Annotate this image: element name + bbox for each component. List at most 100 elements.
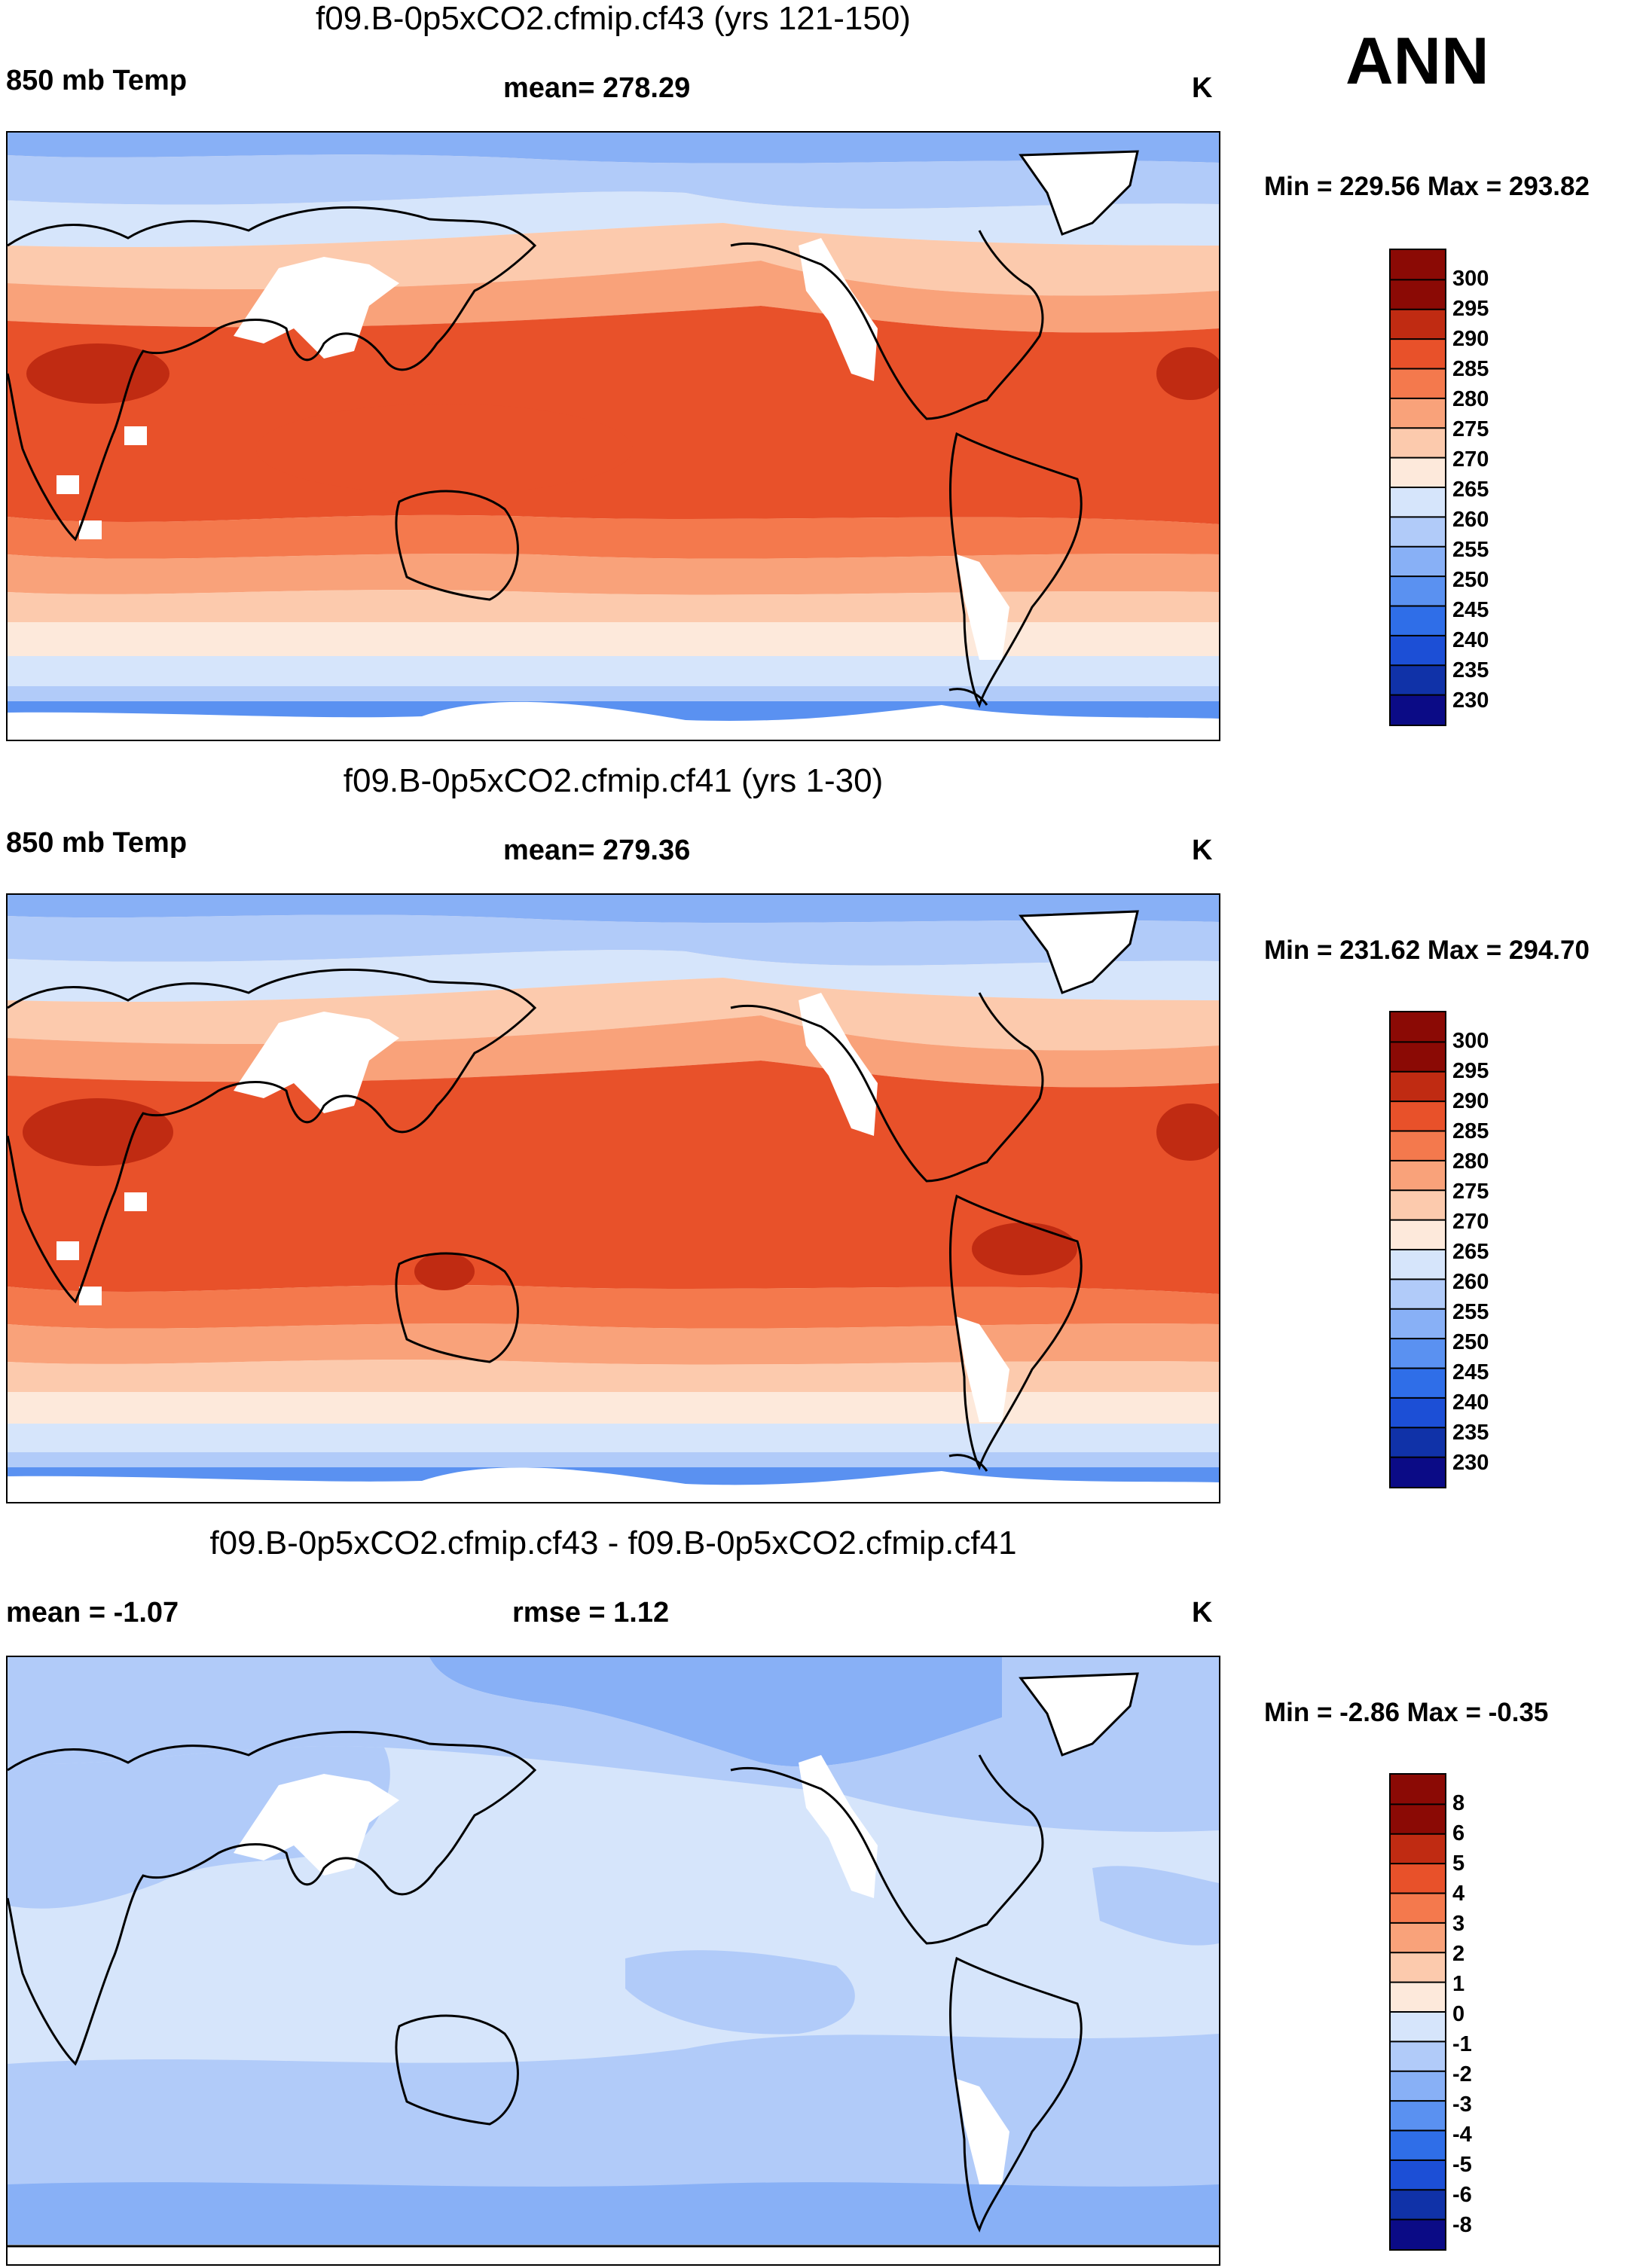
panel-3-colorbar-tick: -1 bbox=[1452, 2032, 1472, 2056]
colorbar-box bbox=[1391, 1042, 1445, 1073]
colorbar-box bbox=[1391, 2071, 1445, 2102]
panel-2-colorbar-tick: 255 bbox=[1452, 1300, 1489, 1324]
panel-3-colorbar-tick: 8 bbox=[1452, 1791, 1465, 1815]
panel-2-andes-mask bbox=[957, 1317, 1009, 1422]
panel-1-rockies-mask bbox=[799, 238, 878, 381]
panel-2-colorbar-tick: 300 bbox=[1452, 1029, 1489, 1053]
panel-1-antarctica-mask bbox=[8, 701, 1219, 740]
panel-2-rockies-mask bbox=[799, 993, 878, 1136]
panel-1-colorbar-tick: 300 bbox=[1452, 267, 1489, 291]
colorbar-box bbox=[1391, 487, 1445, 517]
colorbar-box bbox=[1391, 2130, 1445, 2161]
colorbar-box bbox=[1391, 2219, 1445, 2250]
panel-3-colorbar-tick: 4 bbox=[1452, 1882, 1465, 1906]
panel-3-units: K bbox=[1192, 1597, 1213, 1629]
panel-1-colorbar-tick: 250 bbox=[1452, 568, 1489, 592]
panel-2-colorbar-tick: 285 bbox=[1452, 1119, 1489, 1143]
panel-1-colorbar-tick: 245 bbox=[1452, 598, 1489, 622]
panel-2-greenland-mask bbox=[1021, 911, 1138, 993]
panel-2-colorbar-tick: 280 bbox=[1452, 1149, 1489, 1174]
colorbar-box bbox=[1391, 517, 1445, 548]
panel-3-colorbar-tick: 5 bbox=[1452, 1851, 1465, 1876]
panel-2-hot-core-atlantic bbox=[1156, 1103, 1219, 1161]
panel-1-africa-mask-2 bbox=[57, 475, 79, 494]
colorbar-box bbox=[1391, 309, 1445, 340]
panel-1-band-cold-north bbox=[8, 191, 1219, 248]
panel-3-colorbar-tick: 1 bbox=[1452, 1972, 1465, 1996]
panel-3-colorbar-tick: -4 bbox=[1452, 2123, 1472, 2147]
panel-1-colorbar-tick: 290 bbox=[1452, 327, 1489, 351]
colorbar-box bbox=[1391, 1339, 1445, 1369]
colorbar-box bbox=[1391, 1922, 1445, 1953]
panel-2-colorbar-tick: 240 bbox=[1452, 1390, 1489, 1415]
colorbar-box bbox=[1391, 1308, 1445, 1339]
panel-2-hot-core-australia bbox=[414, 1253, 475, 1290]
panel-2-colorbar-tick: 295 bbox=[1452, 1059, 1489, 1083]
panel-1-colorbar-tick: 265 bbox=[1452, 478, 1489, 502]
panel-3-diff-atlantic-patch bbox=[1092, 1866, 1219, 1946]
colorbar-box bbox=[1391, 1190, 1445, 1221]
panel-2-band-polar-south bbox=[8, 1452, 1219, 1467]
panel-1-hot-core-pacific bbox=[256, 404, 633, 494]
panel-1-colorbar-tick: 230 bbox=[1452, 688, 1489, 713]
panel-2-band-cool-south bbox=[8, 1360, 1219, 1392]
panel-2-band-tropics bbox=[8, 1061, 1219, 1294]
colorbar-box bbox=[1391, 665, 1445, 696]
panel-1-colorbar-tick: 275 bbox=[1452, 417, 1489, 441]
colorbar-box bbox=[1391, 428, 1445, 459]
panel-2-band-cold-south bbox=[8, 1392, 1219, 1424]
panel-3-colorbar-labels: 8 6 5 4 3 2 1 0 -1 -2 -3 -4 -5 -6 -8 bbox=[1452, 1773, 1513, 2248]
panel-3-rockies-mask bbox=[799, 1755, 878, 1898]
panel-3-colorbar-tick: -3 bbox=[1452, 2092, 1472, 2117]
panel-3-colorbar-tick: -6 bbox=[1452, 2183, 1472, 2207]
panel-1-units: K bbox=[1192, 72, 1213, 104]
colorbar-box bbox=[1391, 2190, 1445, 2221]
panel-1-colorbar-tick: 260 bbox=[1452, 508, 1489, 532]
panel-1-africa-mask-3 bbox=[79, 520, 102, 539]
panel-2-colorbar-tick: 245 bbox=[1452, 1360, 1489, 1384]
panel-2-africa-mask-1 bbox=[124, 1192, 147, 1211]
panel-2-band-polar-north bbox=[8, 895, 1219, 923]
panel-2-antarctica-mask bbox=[8, 1467, 1219, 1502]
panel-1-colorbar-tick: 295 bbox=[1452, 297, 1489, 321]
panel-1-colorbar-tick: 255 bbox=[1452, 538, 1489, 562]
panel-1-tibet-mask bbox=[234, 257, 399, 359]
panel-1-band-subpolar-south bbox=[8, 656, 1219, 686]
panel-2-tibet-mask bbox=[234, 1012, 399, 1113]
colorbar-box bbox=[1391, 694, 1445, 725]
colorbar-box bbox=[1391, 546, 1445, 577]
panel-2-colorbar-tick: 250 bbox=[1452, 1330, 1489, 1354]
panel-2-colorbar-svg bbox=[1391, 1012, 1445, 1488]
panel-2-africa-mask-3 bbox=[79, 1287, 102, 1305]
panel-2-colorbar-tick: 235 bbox=[1452, 1421, 1489, 1445]
panel-3-tibet-mask bbox=[234, 1774, 399, 1876]
colorbar-box bbox=[1391, 457, 1445, 488]
panel-2-variable-label: 850 mb Temp bbox=[6, 827, 188, 859]
panel-1-hot-core-atlantic bbox=[1156, 347, 1219, 400]
panel-2-band-subpolar-south bbox=[8, 1424, 1219, 1452]
colorbar-box bbox=[1391, 1012, 1445, 1042]
colorbar-box bbox=[1391, 398, 1445, 429]
panel-1-colorbar-tick: 270 bbox=[1452, 447, 1489, 472]
panel-2-band-warm-south bbox=[8, 1284, 1219, 1329]
colorbar-box bbox=[1391, 1833, 1445, 1864]
colorbar-box bbox=[1391, 1952, 1445, 1983]
colorbar-box bbox=[1391, 2012, 1445, 2042]
panel-2-coastlines bbox=[8, 910, 1139, 1472]
panel-3-title: f09.B-0p5xCO2.cfmip.cf43 - f09.B-0p5xCO2… bbox=[209, 1525, 1017, 1561]
panel-1-africa-mask-1 bbox=[124, 426, 147, 445]
colorbar-box bbox=[1391, 1071, 1445, 1102]
panel-3-colorbar-tick: -5 bbox=[1452, 2153, 1472, 2177]
panel-3-map bbox=[6, 1656, 1220, 2266]
panel-1-colorbar-labels: 300 295 290 285 280 275 270 265 260 255 … bbox=[1452, 249, 1513, 723]
colorbar-box bbox=[1391, 250, 1445, 280]
panel-3-mean-label: mean = -1.07 bbox=[6, 1597, 179, 1629]
colorbar-box bbox=[1391, 2041, 1445, 2072]
panel-3-colorbar-svg bbox=[1391, 1775, 1445, 2250]
panel-2-minmax: Min = 231.62 Max = 294.70 bbox=[1264, 936, 1590, 965]
colorbar-box bbox=[1391, 1864, 1445, 1894]
panel-1-variable-label: 850 mb Temp bbox=[6, 65, 188, 96]
panel-2-map bbox=[6, 893, 1220, 1503]
panel-2-title: f09.B-0p5xCO2.cfmip.cf41 (yrs 1-30) bbox=[343, 762, 884, 799]
panel-2-hot-core-sahara bbox=[23, 1098, 173, 1166]
